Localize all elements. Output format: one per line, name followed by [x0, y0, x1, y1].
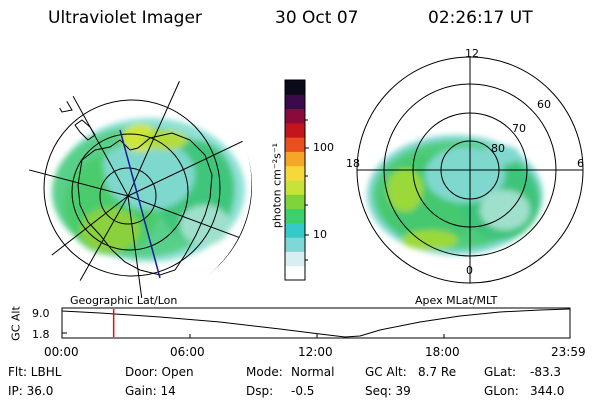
- gain-info: Gain: 14: [125, 384, 176, 398]
- timeline-ytick-high: 9.0: [32, 307, 50, 320]
- colorbar-tick-10: 10: [313, 228, 327, 241]
- filter-info: Flt: LBHL: [8, 365, 62, 379]
- timeline-xtick-0000: 00:00: [44, 345, 79, 359]
- mlt-label-left: 18: [346, 157, 360, 170]
- dsp-value: -0.5: [291, 384, 315, 398]
- mode-label: Mode:: [246, 365, 283, 379]
- glat-label: GLat:: [484, 365, 517, 379]
- mode-value: Normal: [291, 365, 335, 379]
- colorbar-segment: [285, 108, 305, 124]
- colorbar-unit-label: photon cm⁻²s⁻¹: [270, 142, 284, 229]
- gc-alt-value: 8.7 Re: [418, 365, 457, 379]
- colorbar-segment: [285, 194, 305, 210]
- colorbar-segment: [285, 208, 305, 224]
- door-info: Door: Open: [125, 365, 194, 379]
- colorbar-segment: [285, 180, 305, 195]
- timeline-xtick-2359: 23:59: [551, 345, 586, 359]
- colorbar-segment: [285, 122, 305, 138]
- instrument-title: Ultraviolet Imager: [48, 8, 202, 28]
- timeline-xtick-0600: 06:00: [170, 345, 205, 359]
- colorbar-tick-100: 100: [313, 141, 334, 154]
- colorbar-segment: [285, 222, 305, 238]
- timeline-ytick-low: 1.8: [32, 328, 50, 341]
- glon-value: 344.0: [530, 384, 565, 398]
- geographic-auroral-image: [28, 74, 252, 298]
- colorbar-segment: [285, 137, 305, 152]
- mlt-label-bottom: 0: [466, 264, 473, 277]
- ip-info: IP: 36.0: [8, 384, 54, 398]
- image-time: 02:26:17 UT: [428, 8, 533, 28]
- image-date: 30 Oct 07: [275, 8, 359, 28]
- mlat-label-60: 60: [537, 98, 551, 111]
- mlat-label-80: 80: [491, 142, 505, 155]
- colorbar-segment: [285, 94, 305, 110]
- colorbar-segment: [285, 151, 305, 167]
- altitude-curve: [61, 308, 571, 338]
- timeline-xtick-1800: 18:00: [425, 345, 460, 359]
- geographic-map-panel: [28, 74, 252, 298]
- gc-alt-label: GC Alt:: [365, 365, 407, 379]
- geographic-panel-label: Geographic Lat/Lon: [70, 294, 178, 307]
- colorbar-segment: [285, 165, 305, 181]
- mlat-label-70: 70: [512, 122, 526, 135]
- dsp-label: Dsp:: [246, 384, 274, 398]
- glat-value: -83.3: [530, 365, 562, 379]
- seq-info: Seq: 39: [365, 384, 411, 398]
- magnetic-map-panel: [356, 56, 584, 284]
- colorbar: [284, 79, 309, 281]
- colorbar-segment: [285, 265, 305, 281]
- colorbar-segment: [285, 80, 305, 95]
- colorbar-segment: [285, 251, 305, 267]
- magnetic-panel-label: Apex MLat/MLT: [415, 294, 498, 307]
- mlt-label-top: 12: [465, 47, 479, 60]
- colorbar-segment: [285, 237, 305, 252]
- altitude-timeline: [61, 307, 571, 339]
- timeline-xtick-1200: 12:00: [298, 345, 333, 359]
- timeline-ylabel: GC Alt: [9, 306, 23, 341]
- mlt-label-right: 6: [577, 157, 584, 170]
- glon-label: GLon:: [484, 384, 519, 398]
